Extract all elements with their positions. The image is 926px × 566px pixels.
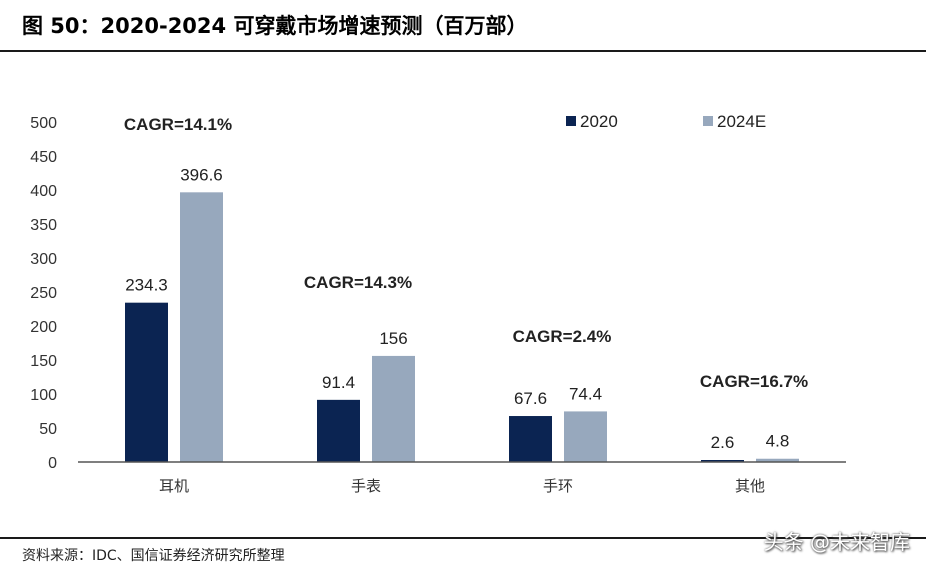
page-title: 图 50：2020-2024 可穿戴市场增速预测（百万部） [22,14,528,38]
y-tick-label: 150 [30,353,57,370]
y-axis-ticks: 0 50 100 150 200 250 300 350 400 450 500 [30,115,57,472]
footer-rule [0,537,926,539]
cagr-annotation: CAGR=14.3% [304,273,412,292]
category-label: 其他 [735,477,765,495]
y-tick-label: 450 [30,149,57,166]
y-tick-label: 400 [30,183,57,200]
value-label: 67.6 [514,389,547,408]
value-label: 74.4 [569,384,602,403]
bar-2024e-1 [372,355,415,462]
category-label: 耳机 [159,477,189,495]
bar-2020-2 [509,416,552,462]
bar-2020-0 [125,302,168,462]
y-tick-label: 300 [30,251,57,268]
bar-2020-3 [701,460,744,462]
title-rule [0,50,926,52]
bar-2020-1 [317,399,360,462]
legend-swatch [703,116,713,126]
y-tick-label: 100 [30,387,57,404]
y-tick-label: 350 [30,217,57,234]
y-tick-label: 250 [30,285,57,302]
legend-swatch [566,116,576,126]
bar-2024e-0 [180,192,223,462]
legend-label: 2024E [717,112,766,131]
category-labels: 耳机 手表 手环 其他 [159,477,765,495]
y-tick-label: 200 [30,319,57,336]
value-labels: 234.3 396.6 91.4 156 67.6 74.4 2.6 4.8 [125,165,789,452]
cagr-annotation: CAGR=16.7% [700,372,808,391]
legend-label: 2020 [580,112,618,131]
y-tick-label: 500 [30,115,57,132]
legend: 2020 2024E [566,112,766,131]
value-label: 4.8 [766,432,790,451]
bars [125,192,799,462]
value-label: 396.6 [180,165,223,184]
y-tick-label: 0 [48,455,57,472]
value-label: 156 [379,329,407,348]
category-label: 手表 [351,477,381,495]
cagr-annotations: CAGR=14.1% CAGR=14.3% CAGR=2.4% CAGR=16.7% [124,115,808,391]
cagr-annotation: CAGR=14.1% [124,115,232,134]
value-label: 2.6 [711,433,735,452]
category-label: 手环 [543,477,573,495]
watermark-text: 头条 @未来智库 [763,530,910,554]
source-note: 资料来源：IDC、国信证券经济研究所整理 [22,548,285,564]
value-label: 91.4 [322,373,355,392]
bar-2024e-3 [756,458,799,462]
y-tick-label: 50 [39,421,57,438]
bar-2024e-2 [564,411,607,462]
value-label: 234.3 [125,276,168,295]
cagr-annotation: CAGR=2.4% [513,327,612,346]
